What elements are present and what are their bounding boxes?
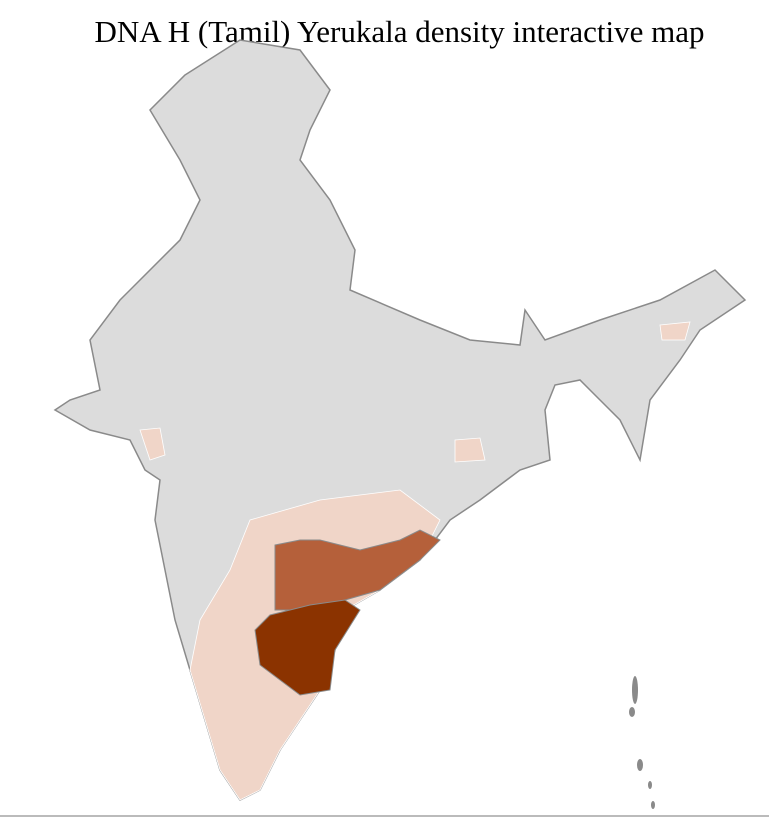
map-title: DNA H (Tamil) Yerukala density interacti… bbox=[94, 14, 705, 49]
region-low-density-gujarat[interactable] bbox=[139, 427, 166, 461]
region-low-density-assam[interactable] bbox=[659, 321, 691, 341]
bottom-border bbox=[0, 815, 769, 817]
region-low-density-jharkhand[interactable] bbox=[454, 437, 486, 463]
region-high-density-andhra[interactable] bbox=[254, 599, 361, 696]
andaman-islands bbox=[629, 676, 655, 809]
india-outline[interactable] bbox=[53, 39, 747, 801]
